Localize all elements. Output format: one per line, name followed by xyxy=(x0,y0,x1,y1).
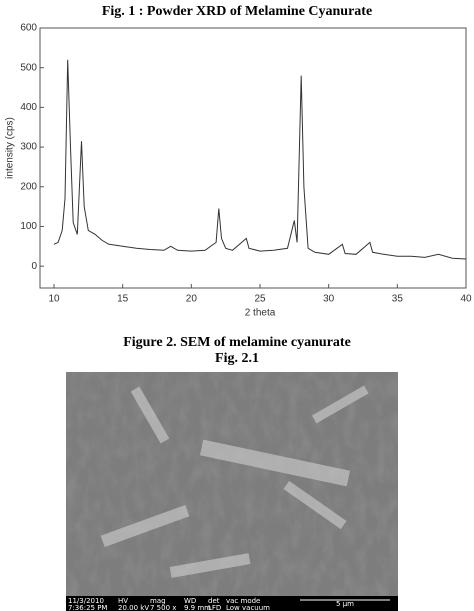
y-tick-label: 100 xyxy=(20,221,37,232)
x-tick-label: 10 xyxy=(48,294,60,305)
y-tick-label: 300 xyxy=(20,142,37,153)
xrd-line xyxy=(53,59,467,260)
plot-frame xyxy=(39,27,467,289)
info-text: 11/3/2010 xyxy=(68,597,104,605)
x-tick-label: 15 xyxy=(117,294,129,305)
xrd-chart: 0 100 200 300 400 500 600 10 15 20 25 30 35 40 2 theta… xyxy=(5,23,472,319)
x-tick-label: 30 xyxy=(323,294,335,305)
info-text: Low vacuum xyxy=(226,604,270,611)
x-tick-label: 40 xyxy=(460,294,472,305)
y-tick-label: 500 xyxy=(20,62,37,73)
y-tick-label: 200 xyxy=(20,181,37,192)
y-tick-label: 400 xyxy=(20,102,37,113)
y-tick-label: 600 xyxy=(20,23,37,34)
info-text: WD xyxy=(184,597,196,605)
info-text: mag xyxy=(150,597,166,605)
info-text: 20.00 kV xyxy=(118,604,149,611)
figure-title: Fig. 1 : Powder XRD of Melamine Cyanurat… xyxy=(102,4,372,19)
sem-image xyxy=(66,372,398,611)
info-text: 7 500 x xyxy=(150,604,176,611)
x-tick-label: 20 xyxy=(186,294,198,305)
x-axis-label: 2 theta xyxy=(245,308,276,319)
figure-caption: Figure 2. SEM of melamine cyanurate xyxy=(123,335,351,350)
scale-bar-label: 5 µm xyxy=(336,600,354,608)
info-text: HV xyxy=(118,597,128,605)
info-text: LFD xyxy=(208,604,221,611)
x-tick-label: 25 xyxy=(254,294,266,305)
y-tick-label: 0 xyxy=(31,261,37,272)
info-text: 7:36:25 PM xyxy=(68,604,107,611)
y-axis-label: intensity (cps) xyxy=(5,117,16,179)
info-text: 9.9 mm xyxy=(184,604,211,611)
x-tick-label: 35 xyxy=(392,294,404,305)
info-text: det xyxy=(208,597,220,605)
figure-subcaption: Fig. 2.1 xyxy=(215,351,259,366)
info-text: vac mode xyxy=(226,597,260,605)
